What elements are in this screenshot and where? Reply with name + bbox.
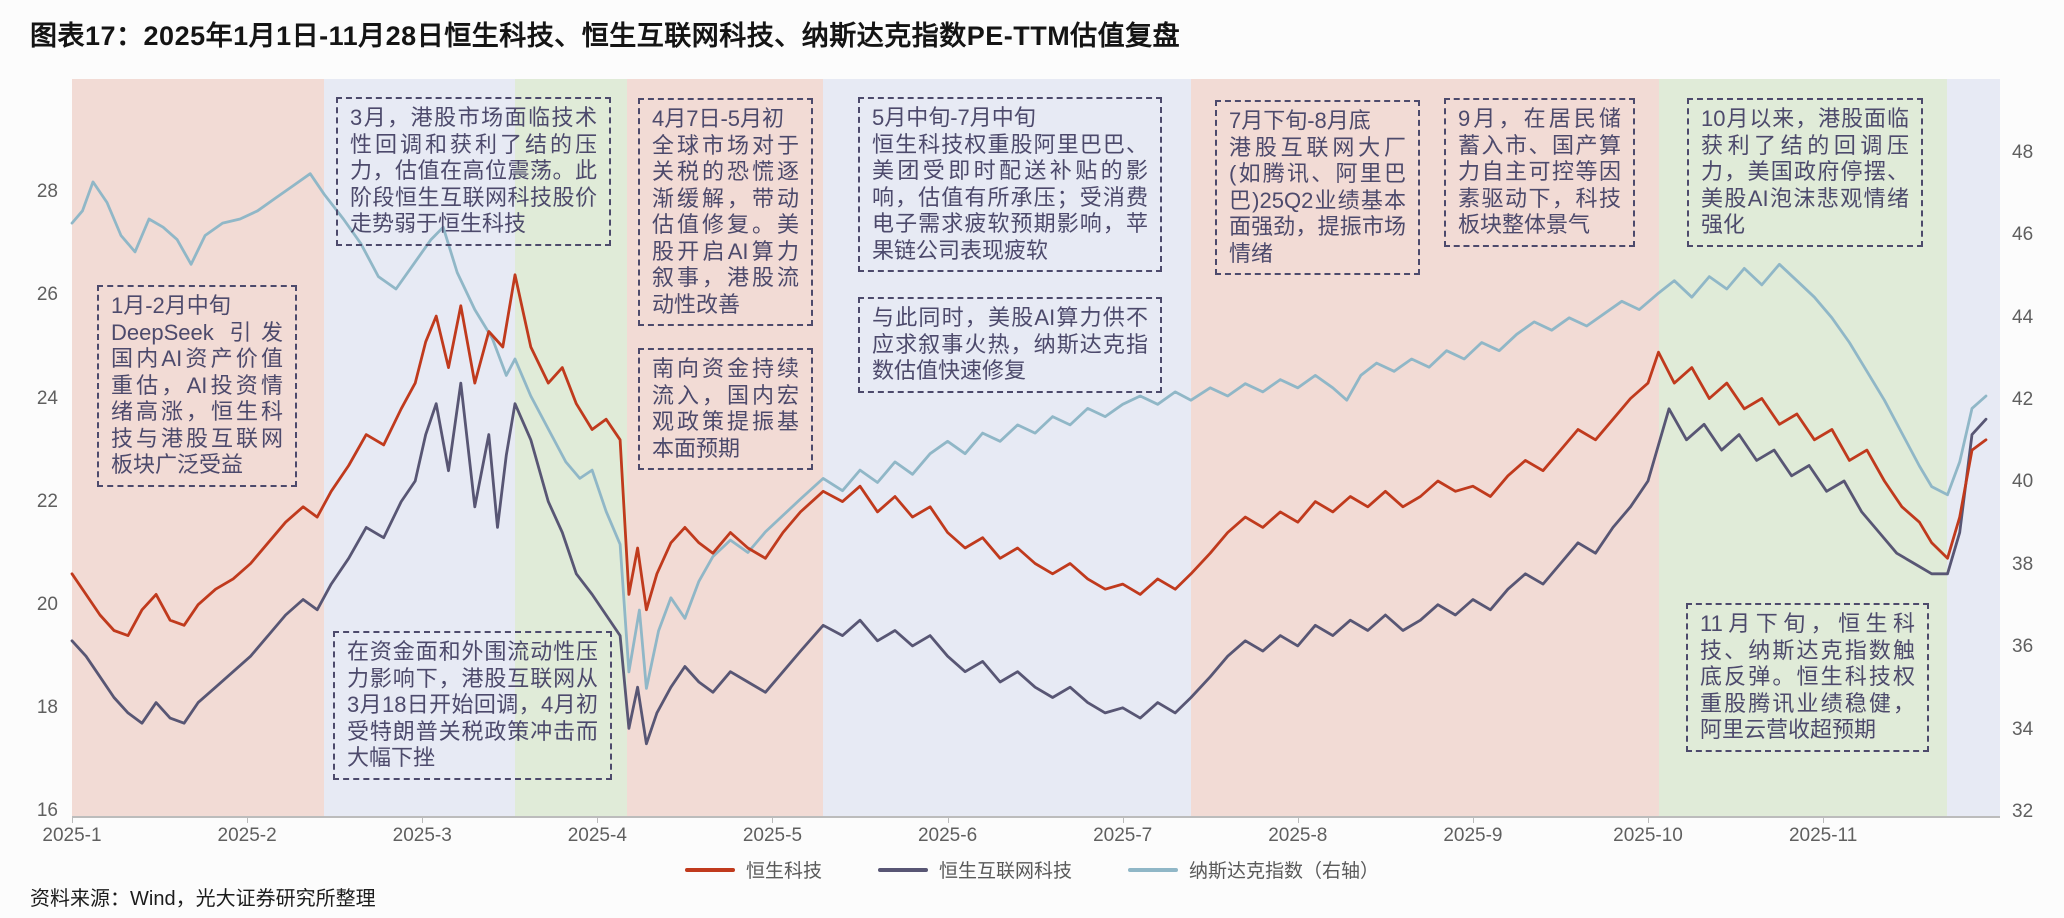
x-axis-tick-mark <box>1297 817 1299 823</box>
annotation-jan-feb-deepseek: 1月-2月中旬 DeepSeek 引发国内AI资产价值重估，AI投资情绪高涨，恒… <box>97 285 297 487</box>
phase-bands-layer <box>72 79 2000 816</box>
x-axis-tick-label: 2025-7 <box>1093 825 1153 846</box>
x-axis-tick-mark <box>597 817 599 823</box>
y-axis-right-tick-label: 38 <box>2012 553 2034 575</box>
x-axis-tick-label: 2025-4 <box>567 825 627 846</box>
legend-label: 恒生科技 <box>745 861 822 882</box>
phase-band-lavender <box>823 79 1191 816</box>
series-line-恒生科技 <box>70 273 1988 637</box>
x-axis-tick-label: 2025-9 <box>1443 825 1503 846</box>
x-axis-tick-label: 2025-3 <box>392 825 452 846</box>
legend-item-nasdaq: 纳斯达克指数（右轴） <box>1128 856 1379 883</box>
x-axis-tick-mark <box>422 817 424 823</box>
x-axis-tick-mark <box>72 817 73 823</box>
phase-band-pink <box>627 79 824 816</box>
x-axis-tick-mark <box>947 817 949 823</box>
phase-band-green <box>1658 79 1948 816</box>
x-axis-tick-label: 2025-1 <box>42 825 102 846</box>
x-axis-tick-mark <box>1648 817 1650 823</box>
series-lines-svg <box>70 172 1988 746</box>
y-axis-left-tick-label: 22 <box>36 490 58 512</box>
data-source-note: 资料来源：Wind，光大证券研究所整理 <box>30 888 376 910</box>
legend-item-hstech: 恒生科技 <box>684 856 822 883</box>
annotation-september-momentum: 9月，在居民储蓄入市、国产算力自主可控等因素驱动下，科技板块整体景气 <box>1444 98 1635 247</box>
y-axis-left-tick-label: 18 <box>36 696 58 718</box>
y-axis-right-tick-label: 42 <box>2012 389 2034 411</box>
legend-item-hs-internet: 恒生互联网科技 <box>877 856 1072 883</box>
x-axis-tick-mark <box>772 817 774 823</box>
chart-title: 图表17：2025年1月1日-11月28日恒生科技、恒生互联网科技、纳斯达克指数… <box>30 21 1181 51</box>
phase-band-pink <box>1190 79 1659 816</box>
plot-area: 1月-2月中旬 DeepSeek 引发国内AI资产价值重估，AI投资情绪高涨，恒… <box>70 79 2000 818</box>
y-axis-right-tick-label: 40 <box>2012 471 2034 493</box>
annotation-october-pullback: 10月以来，港股面临获利了结的回调压力，美国政府停摆、美股AI泡沫悲观情绪强化 <box>1687 98 1923 247</box>
x-axis-tick-label: 2025-11 <box>1788 825 1858 846</box>
blue-line-swatch <box>1128 867 1178 872</box>
annotation-apr-may-recovery: 4月7日-5月初 全球市场对于关税的恐慌逐渐缓解，带动估值修复。美股开启AI算力… <box>638 98 813 326</box>
annotation-march-correction: 3月，港股市场面临技术性回调和获利了结的压力，估值在高位震荡。此阶段恒生互联网科… <box>336 97 611 246</box>
annotation-march18-pullback: 在资金面和外围流动性压力影响下，港股互联网从3月18日开始回调，4月初受特朗普关… <box>333 631 612 780</box>
annotation-nasdaq-ai-repair: 与此同时，美股AI算力供不应求叙事火热，纳斯达克指数估值快速修复 <box>858 297 1162 393</box>
series-line-恒生互联网科技 <box>70 381 1988 746</box>
x-axis-tick-mark <box>1823 817 1825 823</box>
y-axis-left-tick-label: 24 <box>36 387 58 409</box>
x-axis-tick-mark <box>247 817 249 823</box>
legend-label: 纳斯达克指数（右轴） <box>1189 861 1380 882</box>
y-axis-right-tick-label: 32 <box>2012 800 2034 822</box>
phase-band-pink <box>72 79 325 816</box>
y-axis-left-tick-label: 16 <box>36 799 58 821</box>
red-line-swatch <box>684 867 735 872</box>
chart-legend: 恒生科技 恒生互联网科技 纳斯达克指数（右轴） <box>0 856 2064 883</box>
x-axis-tick-label: 2025-2 <box>217 825 277 846</box>
phase-band-lavender <box>324 79 516 816</box>
x-axis-tick-label: 2025-5 <box>742 825 803 846</box>
x-axis-tick-label: 2025-10 <box>1613 825 1683 846</box>
y-axis-left-tick-label: 28 <box>36 181 58 203</box>
y-axis-right-tick-label: 48 <box>2012 142 2034 164</box>
annotation-southbound-inflow: 南向资金持续流入，国内宏观政策提振基本面预期 <box>638 348 813 470</box>
purple-line-swatch <box>877 867 928 872</box>
y-axis-right-tick-label: 36 <box>2012 636 2034 658</box>
y-axis-left-tick-label: 20 <box>36 593 58 615</box>
annotation-jul-aug-earnings: 7月下旬-8月底 港股互联网大厂(如腾讯、阿里巴巴)25Q2业绩基本面强劲，提振… <box>1215 100 1420 275</box>
y-axis-left-tick-label: 26 <box>36 284 58 306</box>
annotation-may-jul-pressure: 5月中旬-7月中旬 恒生科技权重股阿里巴巴、美团受即时配送补贴的影响，估值有所承… <box>858 97 1162 272</box>
x-axis-tick-label: 2025-8 <box>1268 825 1328 846</box>
legend-label: 恒生互联网科技 <box>938 861 1072 882</box>
annotation-late-nov-rebound: 11月下旬，恒生科技、纳斯达克指数触底反弹。恒生科技权重股腾讯业绩稳健，阿里云营… <box>1686 603 1929 752</box>
x-axis-tick-mark <box>1472 817 1474 823</box>
x-axis-tick-mark <box>1122 817 1124 823</box>
y-axis-right-tick-label: 46 <box>2012 224 2034 246</box>
x-axis-tick-label: 2025-6 <box>917 825 978 846</box>
y-axis-right-tick-label: 44 <box>2012 306 2034 328</box>
y-axis-right-tick-label: 34 <box>2012 718 2034 740</box>
series-line-纳斯达克指数 <box>70 172 1988 690</box>
